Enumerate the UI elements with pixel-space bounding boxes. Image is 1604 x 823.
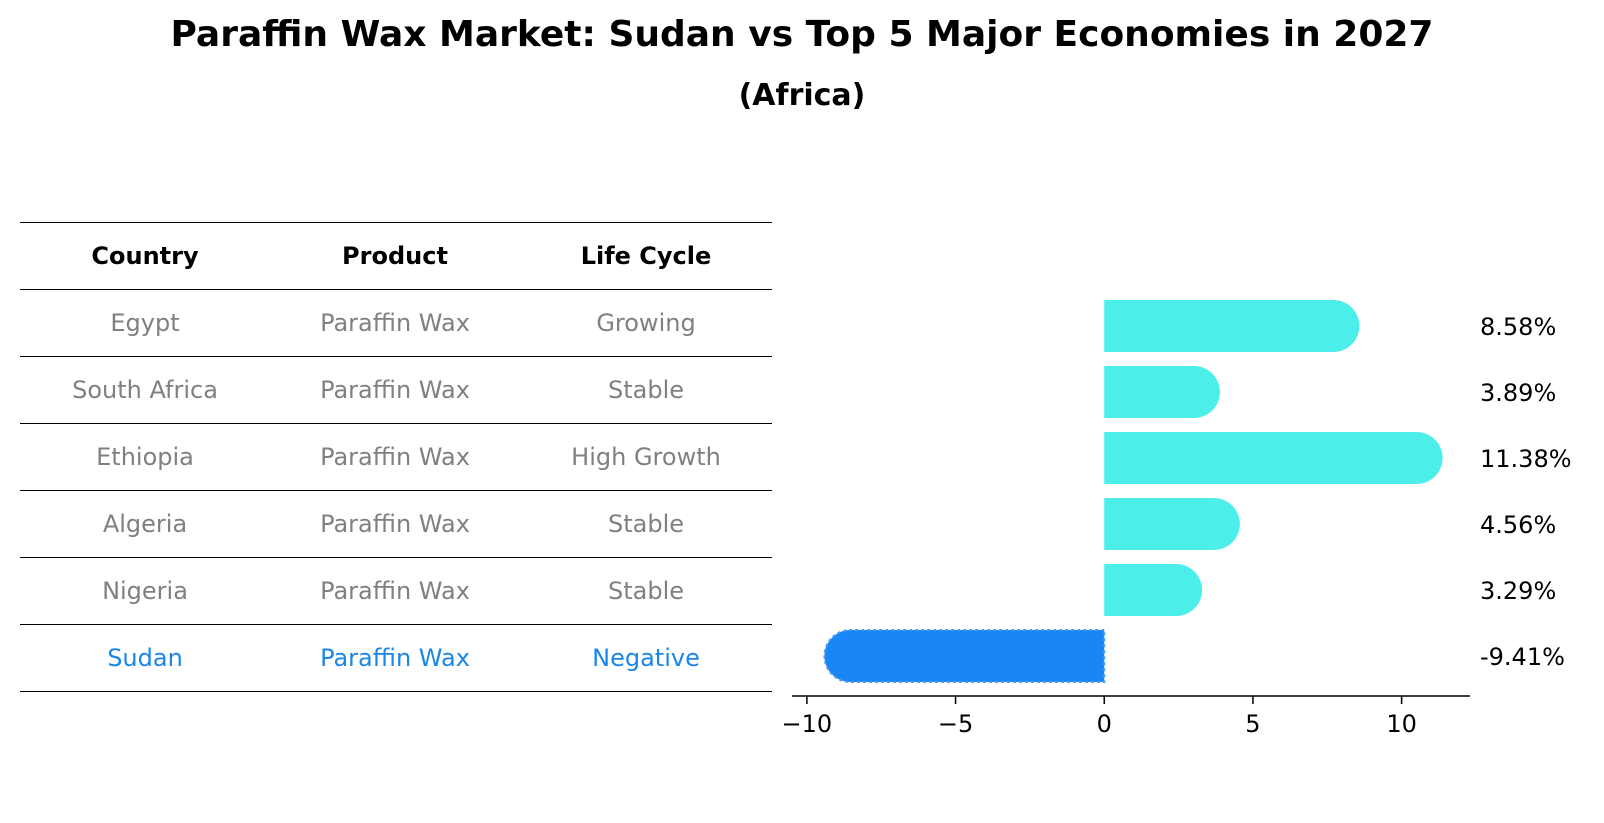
table-row: Ethiopia Paraffin Wax High Growth	[20, 423, 772, 490]
bar-algeria	[1104, 498, 1240, 550]
bar-value-label: 3.89%	[1480, 379, 1556, 407]
chart-title: Paraffin Wax Market: Sudan vs Top 5 Majo…	[170, 14, 1434, 55]
life-cycle-cell: Growing	[596, 309, 696, 337]
country-cell: Ethiopia	[96, 443, 194, 471]
x-tick-label: −5	[938, 710, 973, 738]
table-row-highlighted: Sudan Paraffin Wax Negative	[20, 624, 772, 692]
life-cycle-cell: Stable	[607, 376, 685, 404]
life-cycle-cell: Negative	[592, 644, 700, 672]
bar-value-label: 11.38%	[1480, 445, 1572, 473]
product-cell: Paraffin Wax	[320, 443, 470, 471]
bar-value-label: -9.41%	[1480, 643, 1565, 671]
country-cell: Sudan	[107, 644, 183, 672]
life-cycle-table: Country Product Life Cycle Egypt Paraffi…	[20, 222, 772, 692]
country-cell: Egypt	[110, 309, 180, 337]
table-row: Algeria Paraffin Wax Stable	[20, 490, 772, 557]
bar-value-label: 8.58%	[1480, 313, 1556, 341]
x-tick-label: 10	[1386, 710, 1417, 738]
x-tick-label: 5	[1245, 710, 1260, 738]
product-cell: Paraffin Wax	[320, 309, 470, 337]
header-country: Country	[91, 242, 199, 270]
life-cycle-cell: Stable	[607, 577, 685, 605]
header-product: Product	[342, 242, 448, 270]
header-life-cycle: Life Cycle	[580, 242, 712, 270]
x-tick-label: −10	[782, 710, 833, 738]
bar-sudan	[823, 629, 1106, 683]
table-row: Egypt Paraffin Wax Growing	[20, 289, 772, 356]
table-header-row: Country Product Life Cycle	[20, 222, 772, 289]
chart-subtitle: (Africa)	[738, 78, 866, 113]
life-cycle-cell: Stable	[607, 510, 685, 538]
bar-value-label: 3.29%	[1480, 577, 1556, 605]
table-row: Nigeria Paraffin Wax Stable	[20, 557, 772, 624]
product-cell: Paraffin Wax	[320, 510, 470, 538]
bar-south-africa	[1104, 366, 1220, 418]
table-row: South Africa Paraffin Wax Stable	[20, 356, 772, 423]
product-cell: Paraffin Wax	[320, 577, 470, 605]
life-cycle-cell: High Growth	[571, 443, 721, 471]
bar-value-label: 4.56%	[1480, 511, 1556, 539]
country-cell: Algeria	[102, 510, 188, 538]
product-cell: Paraffin Wax	[320, 376, 470, 404]
bar-ethiopia	[1104, 432, 1443, 484]
country-cell: South Africa	[72, 376, 218, 404]
country-cell: Nigeria	[102, 577, 188, 605]
bar-nigeria	[1104, 564, 1203, 616]
product-cell: Paraffin Wax	[320, 644, 470, 672]
bar-egypt	[1104, 300, 1360, 352]
x-tick-label: 0	[1097, 710, 1112, 738]
